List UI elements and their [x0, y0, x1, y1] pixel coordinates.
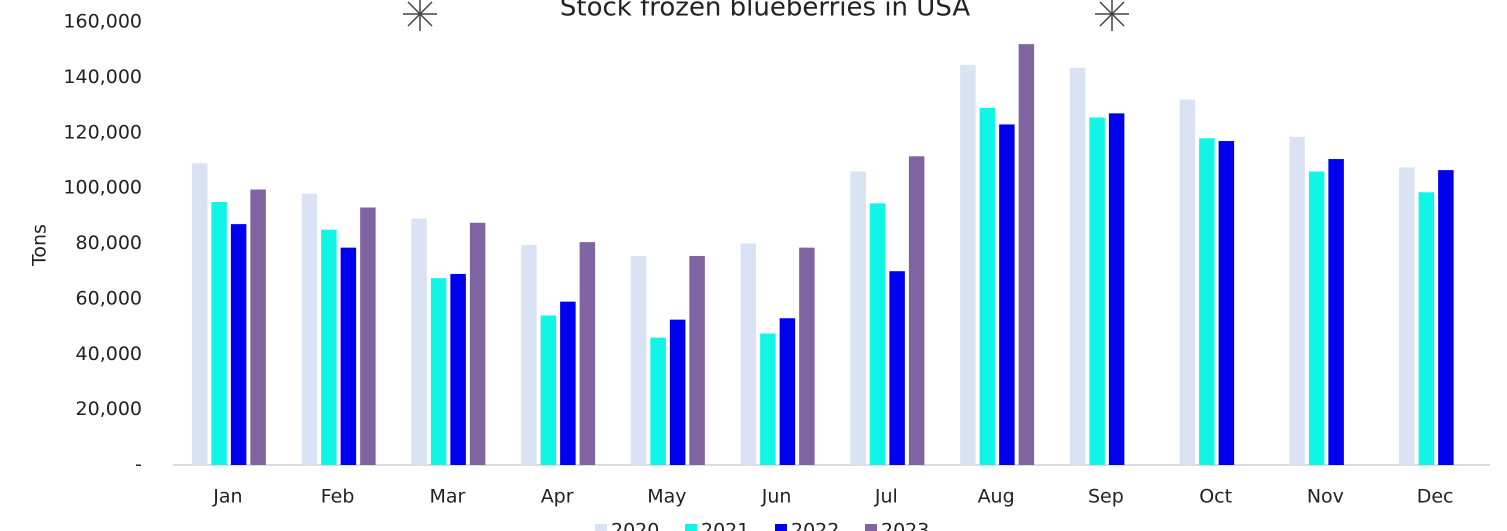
- bar: [1108, 113, 1125, 466]
- y-tick-label: 20,000: [76, 398, 142, 420]
- bar: [850, 171, 866, 465]
- bar: [1179, 99, 1196, 466]
- x-tick-label: Dec: [1417, 486, 1454, 508]
- bar: [1069, 67, 1086, 465]
- x-tick-label: May: [647, 486, 686, 508]
- bar: [740, 243, 757, 465]
- x-tick-label: Sep: [1088, 486, 1124, 508]
- bar: [779, 318, 796, 465]
- bar: [430, 278, 447, 465]
- bar: [1308, 171, 1325, 465]
- x-tick-label: Mar: [429, 486, 465, 508]
- bar: [301, 193, 318, 465]
- bar: [960, 64, 976, 466]
- y-tick-label: 80,000: [76, 232, 142, 254]
- x-tick-label: Apr: [541, 486, 574, 508]
- bar: [1089, 117, 1105, 465]
- bar: [999, 124, 1015, 465]
- legend-label: 2020: [611, 520, 659, 531]
- y-tick-label: -: [135, 454, 142, 476]
- x-tick-label: Nov: [1307, 486, 1344, 508]
- x-tick-label: Jul: [874, 486, 898, 508]
- legend-label: 2021: [701, 520, 749, 531]
- bar: [230, 224, 247, 465]
- bar: [1218, 141, 1235, 465]
- bar: [540, 315, 557, 465]
- y-tick-label: 40,000: [76, 343, 142, 365]
- bar: [250, 189, 266, 465]
- bar: [411, 218, 427, 465]
- bar: [760, 333, 776, 465]
- legend-swatch: [595, 524, 607, 531]
- y-tick-label: 160,000: [63, 11, 142, 33]
- x-tick-label: Oct: [1199, 486, 1232, 508]
- x-tick-label: Aug: [978, 486, 1015, 508]
- legend-swatch: [865, 524, 877, 531]
- y-tick-label: 120,000: [63, 121, 142, 143]
- bar: [1399, 167, 1415, 465]
- bar: [521, 244, 537, 465]
- bar: [469, 222, 486, 465]
- bar: [211, 201, 227, 465]
- bar: [630, 255, 647, 465]
- bar: [579, 242, 596, 465]
- bar: [1199, 138, 1215, 465]
- bar: [889, 271, 905, 465]
- bar: [1328, 159, 1344, 465]
- bar: [1289, 136, 1305, 465]
- bar: [799, 247, 815, 465]
- y-tick-label: 140,000: [63, 66, 142, 88]
- bar: [1018, 44, 1035, 466]
- bar: [191, 163, 208, 466]
- x-tick-label: Feb: [321, 486, 355, 508]
- bar: [360, 207, 376, 465]
- y-axis-label: Tons: [29, 224, 51, 267]
- legend-label: 2022: [791, 520, 839, 531]
- legend-label: 2023: [881, 520, 929, 531]
- chart-title: Stock frozen blueberries in USA: [560, 0, 970, 23]
- bar: [340, 247, 357, 465]
- legend-swatch: [775, 524, 787, 531]
- bar: [650, 337, 666, 465]
- bar: [669, 319, 686, 465]
- bar: [321, 229, 337, 465]
- bar: [979, 107, 996, 466]
- legend-swatch: [685, 524, 697, 531]
- bar: [1438, 170, 1454, 466]
- bar: [869, 203, 886, 465]
- bar: [908, 156, 925, 466]
- bar: [560, 301, 576, 465]
- x-tick-label: Jun: [761, 486, 792, 508]
- bar: [1418, 192, 1435, 465]
- y-tick-label: 60,000: [76, 287, 142, 309]
- x-tick-label: Jan: [212, 486, 242, 508]
- bar: [689, 255, 705, 465]
- bar: [450, 273, 466, 465]
- y-tick-label: 100,000: [63, 177, 142, 199]
- snowflake-icon: [403, 0, 1129, 31]
